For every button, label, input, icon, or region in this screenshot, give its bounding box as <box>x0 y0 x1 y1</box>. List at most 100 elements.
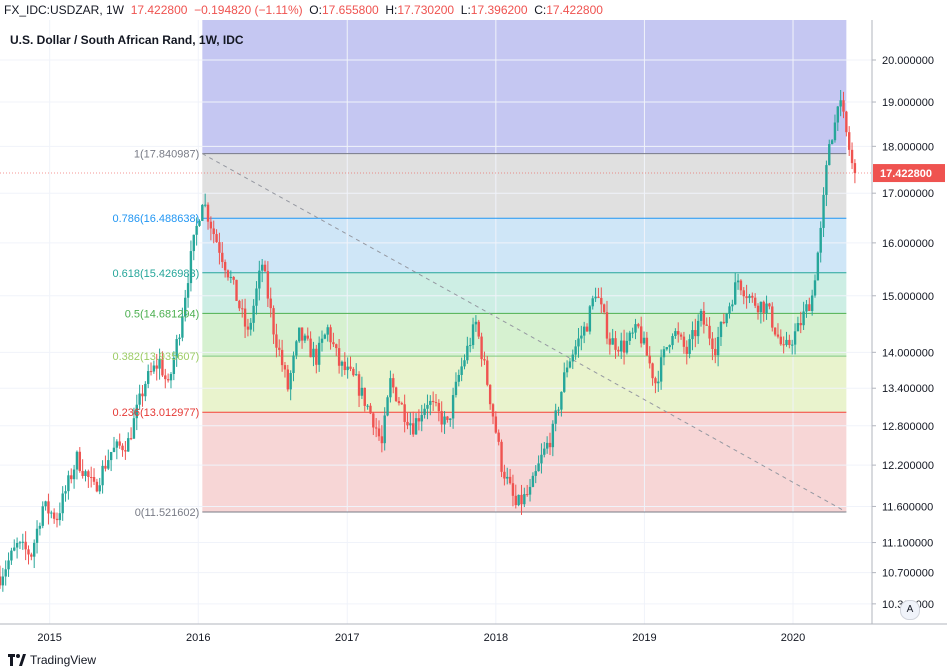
candle-body <box>349 366 352 369</box>
candle-body <box>146 371 150 384</box>
y-tick-label: 11.100000 <box>882 538 933 550</box>
candle-body <box>223 261 227 271</box>
candle-body <box>317 342 321 365</box>
candle-body <box>551 423 555 448</box>
candle-body <box>617 349 620 352</box>
candle-body <box>229 276 233 278</box>
candle-body <box>463 360 466 367</box>
candle-body <box>337 348 341 366</box>
candle-body <box>577 338 580 347</box>
candle-body <box>312 348 315 358</box>
candle-body <box>246 326 250 330</box>
candle-body <box>620 340 623 352</box>
candle-body <box>654 378 657 384</box>
open-label: O: <box>309 3 322 17</box>
candle-body <box>260 264 264 271</box>
candle-body <box>47 501 50 514</box>
candle-body <box>309 338 312 358</box>
candle-body <box>201 204 204 221</box>
y-tick-label: 17.000000 <box>882 188 934 200</box>
candle-body <box>634 324 637 333</box>
candle-body <box>303 335 307 341</box>
symbol-interval[interactable]: FX_IDC:USDZAR, 1W <box>4 3 125 17</box>
candle-body <box>10 550 13 561</box>
candle-body <box>21 541 24 543</box>
candle-body <box>591 298 594 307</box>
candle-body <box>13 547 16 551</box>
low-label: L: <box>460 3 471 17</box>
tradingview-brand[interactable]: TradingView <box>30 653 97 667</box>
candle-body <box>55 518 59 521</box>
candle-body <box>372 413 375 428</box>
y-tick-label: 15.000000 <box>882 291 934 303</box>
grid <box>0 20 872 624</box>
candle-body <box>266 271 270 299</box>
candle-body <box>377 428 381 437</box>
candle-body <box>315 348 318 365</box>
candle-body <box>115 441 119 448</box>
candle-body <box>109 451 113 461</box>
candle-body <box>394 387 398 402</box>
candle-body <box>514 495 517 506</box>
candle-body <box>363 387 366 406</box>
candle-body <box>369 405 372 414</box>
candle-body <box>178 337 181 340</box>
candle-body <box>184 297 187 317</box>
tradingview-logo-icon[interactable] <box>8 654 26 666</box>
candle-body <box>35 528 39 543</box>
candle-body <box>810 295 814 311</box>
auto-scale-button[interactable]: A <box>900 600 920 620</box>
candle-body <box>791 344 794 346</box>
candle-body <box>825 165 828 195</box>
candle-body <box>491 404 495 417</box>
candle-body <box>497 432 500 442</box>
candle-body <box>582 326 586 336</box>
candle-body <box>508 476 512 484</box>
candle-body <box>745 296 748 299</box>
candle-body <box>796 323 800 332</box>
candle-body <box>742 290 745 297</box>
candle-body <box>531 475 535 487</box>
candle-body <box>127 438 130 452</box>
candle-body <box>272 308 275 335</box>
candle-body <box>611 338 614 345</box>
candle-body <box>557 409 560 411</box>
candle-body <box>169 374 173 381</box>
candle-body <box>525 494 529 496</box>
candle-body <box>380 436 384 444</box>
candle-body <box>771 306 774 328</box>
candle-body <box>765 303 768 314</box>
candle-body <box>537 463 540 472</box>
fib-zone <box>202 153 847 219</box>
candle-body <box>534 471 537 476</box>
candle-body <box>141 393 144 397</box>
candle-body <box>705 324 708 326</box>
x-tick-label: 2015 <box>37 632 61 644</box>
candle-body <box>186 283 190 298</box>
fib-zones <box>202 20 847 513</box>
candle-body <box>215 234 218 243</box>
candle-body <box>67 475 70 492</box>
candle-body <box>822 194 825 228</box>
x-tick-label: 2016 <box>186 632 210 644</box>
price-chart[interactable]: 1(17.840987) 0.786(16.488638) 0.618(15.426… <box>0 20 947 648</box>
candle-body <box>329 327 332 343</box>
candle-body <box>70 475 73 480</box>
y-tick-label: 16.000000 <box>882 238 934 250</box>
last-price: 17.422800 <box>130 3 188 17</box>
candle-body <box>731 304 734 307</box>
candle-body <box>779 336 783 345</box>
fib-level-label: 0.382(13.935607) <box>112 351 199 363</box>
candle-body <box>41 506 44 526</box>
y-tick-label: 12.200000 <box>882 460 934 472</box>
candle-body <box>702 310 706 325</box>
candle-body <box>420 414 423 422</box>
candle-body <box>189 251 193 284</box>
candle-body <box>739 280 743 291</box>
candle-body <box>648 355 651 364</box>
candle-body <box>657 381 660 384</box>
candle-body <box>429 400 432 405</box>
candle-body <box>751 295 754 298</box>
candle-body <box>343 361 347 371</box>
candle-body <box>560 391 563 410</box>
